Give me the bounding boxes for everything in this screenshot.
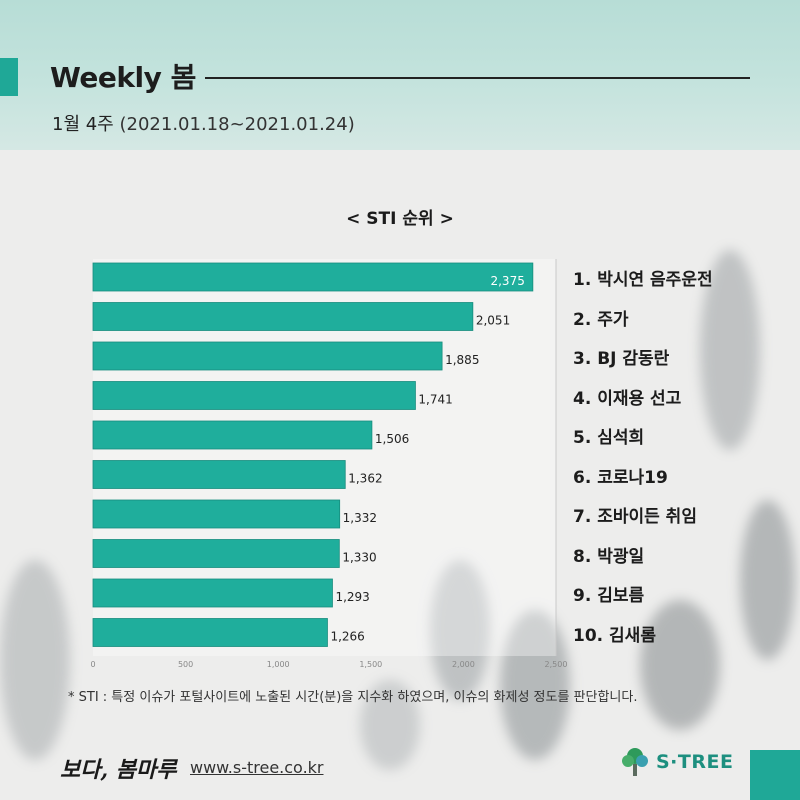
bar-value-label: 1,506 [375, 432, 409, 446]
rank-item: 9. 김보름 [573, 586, 645, 606]
bar-value-label: 1,293 [335, 590, 369, 604]
bar-3 [92, 341, 443, 371]
bar-value-label: 1,885 [445, 353, 479, 367]
bar-4 [92, 381, 416, 410]
bar-10 [92, 618, 328, 647]
rank-item: 2. 주가 [573, 309, 629, 330]
accent-bar [0, 58, 18, 96]
page-title: Weekly 봄 [50, 61, 196, 94]
rank-item: 8. 박광일 [573, 546, 645, 567]
bar-8 [92, 539, 340, 568]
bar-6 [92, 460, 346, 489]
rank-item: 3. BJ 감동란 [573, 349, 670, 369]
x-tick-label: 0 [90, 660, 95, 669]
x-tick-label: 2,500 [545, 660, 568, 669]
ranking-list: 1. 박시연 음주운전 2. 주가 3. BJ 감동란 4. 이재용 선고 5. 심석희… [573, 265, 713, 660]
bar-5 [92, 420, 373, 450]
week-label: 1월 4주 [52, 114, 114, 135]
stree-logo: S·TREE [620, 746, 733, 778]
rank-item: 10. 김새롬 [573, 625, 656, 646]
bar-2 [92, 302, 474, 331]
title-divider [205, 77, 750, 79]
x-tick-label: 1,000 [267, 660, 290, 669]
bar-value-label: 1,266 [330, 630, 364, 644]
footnote: * STI : 특정 이슈가 포털사이트에 노출된 시간(분)을 지수화 하였으… [68, 690, 638, 705]
bar-value-label: 1,332 [343, 511, 377, 525]
rank-item: 4. 이재용 선고 [573, 388, 682, 409]
rank-item: 5. 심석희 [573, 428, 645, 448]
bar-9 [92, 578, 333, 608]
rank-item: 1. 박시연 음주운전 [573, 270, 713, 290]
bar-value-label: 2,375 [490, 274, 524, 288]
rank-item: 7. 조바이든 취임 [573, 507, 697, 527]
date-range: (2021.01.18~2021.01.24) [119, 114, 355, 135]
bar-value-label: 1,741 [418, 393, 452, 407]
site-link[interactable]: www.s-tree.co.kr [190, 758, 324, 777]
chart-title: < STI 순위 > [346, 209, 454, 229]
logo-text: S·TREE [656, 751, 734, 773]
header-band [0, 0, 800, 150]
x-tick-label: 500 [178, 660, 193, 669]
brand-logo: 보다, 봄마루 [60, 757, 177, 783]
bar-1 [92, 262, 534, 292]
x-tick-label: 2,000 [452, 660, 475, 669]
corner-accent [750, 750, 800, 800]
bar-value-label: 1,362 [348, 472, 382, 486]
tree-icon [622, 748, 648, 776]
x-tick-label: 1,500 [359, 660, 382, 669]
bar-7 [92, 499, 341, 529]
bar-value-label: 2,051 [476, 314, 510, 328]
rank-item: 6. 코로나19 [573, 467, 668, 488]
week-subtitle: 1월 4주 (2021.01.18~2021.01.24) [52, 110, 355, 136]
bar-value-label: 1,330 [342, 551, 376, 565]
